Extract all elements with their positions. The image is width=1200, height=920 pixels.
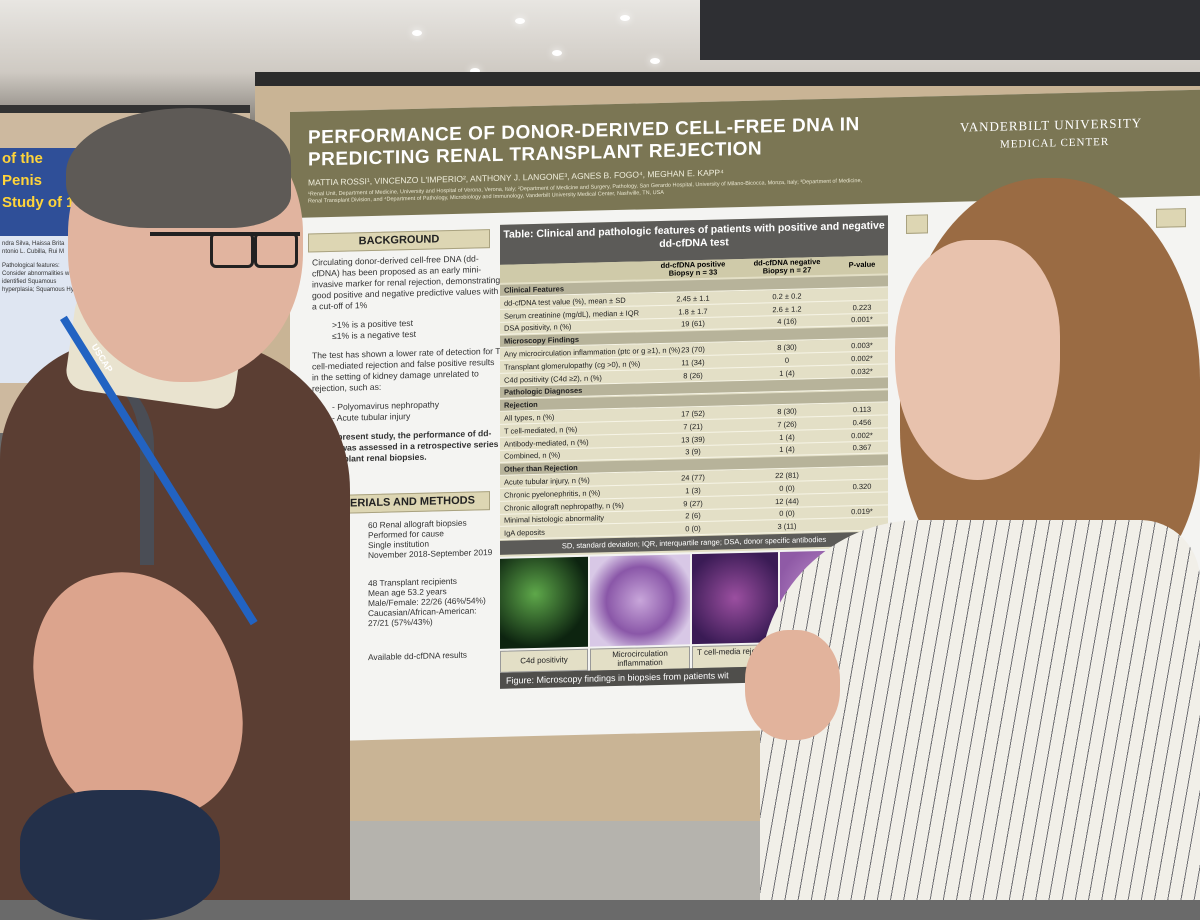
table-cell-p: 0.002* [851, 430, 873, 440]
ceiling-light [552, 50, 562, 56]
methods-recipients: 48 Transplant recipients Mean age 53.2 y… [368, 575, 486, 629]
ceiling-light [412, 30, 422, 36]
table-cell-label: Transplant glomerulopathy (cg >0), n (%) [504, 359, 641, 372]
table-cell-pos: 11 (34) [681, 357, 705, 368]
table-cell-pos: 7 (21) [683, 421, 703, 432]
table-cell-label: dd-cfDNA test value (%), mean ± SD [504, 295, 626, 308]
table-cell-p: 0.367 [852, 443, 872, 453]
table-cell-label: Combined, n (%) [504, 450, 561, 462]
table-cell-neg: 3 (11) [777, 521, 797, 532]
microcirculation-micrograph [590, 554, 690, 647]
table-cell-p [838, 493, 886, 494]
column-header-pvalue: P-value [848, 259, 876, 270]
table-cell-label: Microscopy Findings [504, 335, 580, 346]
table-cell-pos: 1.8 ± 1.7 [678, 306, 708, 317]
table-cell-p: 0.019* [851, 507, 873, 517]
table-cell-p: 0.001* [851, 315, 873, 325]
table-cell-p: 0.002* [851, 353, 873, 364]
table-cell-label: C4d positivity (C4d ≥2), n (%) [504, 372, 602, 385]
table-cell-label: Acute tubular injury, n (%) [504, 475, 590, 487]
table-cell-pos: 24 (77) [681, 472, 705, 483]
ceiling-dark-section [700, 0, 1200, 60]
table-cell-p: 0.032* [851, 366, 873, 376]
table-cell-label: Chronic allograft nephropathy, n (%) [504, 500, 624, 513]
c4d-micrograph [500, 556, 588, 649]
left-poster-authors: ndra Silva, Haissa Brita ntonio L. Cubil… [2, 241, 65, 255]
table-cell-label: Antibody-mediated, n (%) [504, 437, 589, 449]
table-cell-label: Pathologic Diagnoses [504, 386, 583, 398]
micro-caption: C4d positivity [500, 648, 588, 673]
left-poster-body: Pathological features: Consider abnormal… [2, 263, 79, 293]
table-cell-pos: 3 (9) [685, 447, 701, 457]
table-cell-p [838, 467, 886, 468]
table-cell-pos: 19 (61) [681, 319, 705, 329]
glasses-lens [254, 232, 298, 268]
ceiling-light [650, 58, 660, 64]
woman-face [895, 240, 1060, 480]
table-cell-neg: 22 (81) [775, 470, 799, 481]
background-paragraph: Circulating donor-derived cell-free DNA … [312, 253, 501, 312]
methods-dd-cfdna: Available dd-cfDNA results [368, 649, 467, 663]
man-hair [66, 108, 291, 228]
ceiling-light [620, 15, 630, 21]
background-heading: BACKGROUND [308, 229, 490, 253]
table-cell-neg: 1 (4) [779, 432, 795, 442]
glasses-lens [210, 232, 254, 268]
tcell-micrograph [692, 552, 778, 645]
right-section-heading [906, 214, 928, 234]
table-cell-label: Rejection [504, 400, 538, 410]
table-cell-label: All types, n (%) [504, 412, 555, 423]
vanderbilt-logo-subtitle: MEDICAL CENTER [1000, 135, 1110, 151]
table-cell-neg: 2.6 ± 1.2 [772, 304, 802, 314]
table-cell-label: Minimal histologic abnormality [504, 513, 605, 526]
table-cell-neg: 0.2 ± 0.2 [772, 291, 802, 302]
column-header-negative: dd-cfDNA negative Biopsy n = 27 [753, 257, 821, 276]
table-cell-neg: 8 (30) [777, 342, 797, 353]
table-cell-p [838, 288, 886, 289]
table-cell-p: 0.113 [852, 404, 872, 415]
table-cell-neg: 8 (30) [777, 406, 797, 417]
table-cell-label: DSA positivity, n (%) [504, 322, 572, 334]
table-cell-p: 0.320 [852, 481, 872, 492]
methods-biopsies: 60 Renal allograft biopsies Performed fo… [368, 517, 493, 561]
table-cell-pos: 2.45 ± 1.1 [676, 293, 710, 304]
ceiling-light [515, 18, 525, 24]
table-cell-neg: 0 (0) [779, 509, 795, 519]
table-cell-p: 0.456 [852, 417, 872, 428]
vanderbilt-logo: VANDERBILT UNIVERSITY [960, 115, 1143, 135]
table-cell-pos: 1 (3) [685, 485, 701, 496]
table-cell-label: Serum creatinine (mg/dL), median ± IQR [504, 308, 639, 321]
poster-title: PERFORMANCE OF DONOR-DERIVED CELL-FREE D… [308, 114, 868, 172]
table-cell-pos: 8 (26) [683, 370, 703, 380]
table-cell-pos: 0 (0) [685, 524, 701, 534]
table-cell-label: Other than Rejection [504, 463, 578, 474]
results-table: Table: Clinical and pathologic features … [500, 215, 888, 557]
table-cell-pos: 23 (70) [681, 344, 705, 355]
foreground-sleeve [20, 790, 220, 920]
table-cell-pos: 17 (52) [681, 408, 705, 419]
table-cell-neg: 12 (44) [775, 496, 799, 506]
table-cell-label: Clinical Features [504, 284, 565, 295]
table-cell-pos: 13 (39) [681, 434, 705, 445]
background-paragraph: The test has shown a lower rate of detec… [312, 345, 501, 394]
table-cell-neg: 7 (26) [777, 419, 797, 429]
column-header-positive: dd-cfDNA positive Biopsy n = 33 [660, 259, 726, 278]
table-cell-neg: 1 (4) [779, 368, 795, 378]
table-cell-label: T cell-mediated, n (%) [504, 424, 578, 436]
woman-hands [745, 630, 840, 740]
table-cell-p [838, 519, 886, 520]
table-cell-p: 0.003* [851, 340, 873, 351]
table-cell-label: IgA deposits [504, 527, 545, 538]
glasses [150, 232, 300, 270]
table-cell-neg: 4 (16) [777, 317, 797, 327]
table-cell-neg: 0 (0) [779, 483, 795, 493]
right-section-heading [1156, 208, 1186, 228]
table-cell-neg: 0 [784, 355, 790, 365]
table-cell-neg: 1 (4) [779, 445, 795, 455]
ceiling-light [470, 68, 480, 74]
table-cell-pos: 2 (6) [685, 511, 701, 521]
table-cell-pos: 9 (27) [683, 498, 703, 508]
table-cell-label: Chronic pyelonephritis, n (%) [504, 488, 601, 500]
table-cell-p: 0.223 [852, 302, 872, 312]
